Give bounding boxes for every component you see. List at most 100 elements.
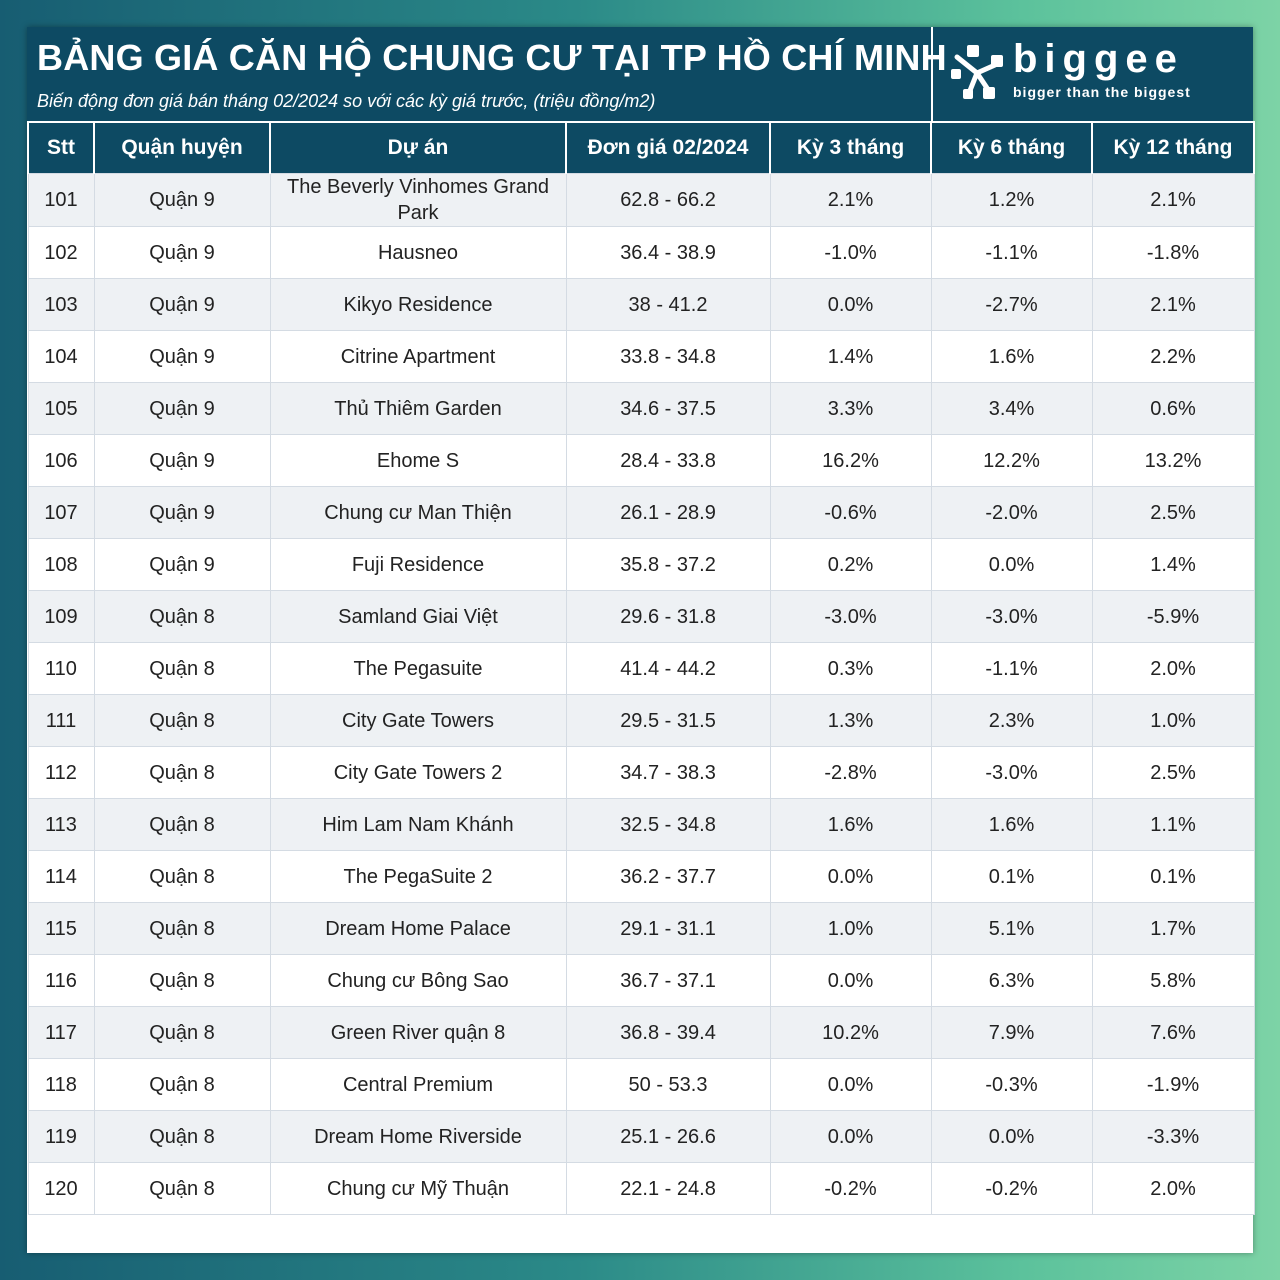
- price-table-card: BẢNG GIÁ CĂN HỘ CHUNG CƯ TẠI TP HỒ CHÍ M…: [27, 27, 1255, 1253]
- table-row: 101 Quận 9 The Beverly Vinhomes Grand Park…: [27, 173, 1255, 227]
- cell-project: Dream Home Riverside: [269, 1110, 567, 1163]
- cell-change-3-month: 0.0%: [769, 278, 932, 331]
- cell-project: Chung cư Man Thiện: [269, 486, 567, 539]
- cell-change-12-month: 2.5%: [1091, 746, 1255, 799]
- cell-change-3-month: 0.2%: [769, 538, 932, 591]
- cell-stt: 114: [27, 850, 95, 903]
- cell-stt: 104: [27, 330, 95, 383]
- column-header-stt: Stt: [27, 121, 95, 174]
- cell-price: 36.7 - 37.1: [565, 954, 771, 1007]
- cell-price: 34.6 - 37.5: [565, 382, 771, 435]
- cell-price: 35.8 - 37.2: [565, 538, 771, 591]
- header-banner: BẢNG GIÁ CĂN HỘ CHUNG CƯ TẠI TP HỒ CHÍ M…: [27, 27, 1253, 121]
- cell-change-3-month: -0.6%: [769, 486, 932, 539]
- page-title: BẢNG GIÁ CĂN HỘ CHUNG CƯ TẠI TP HỒ CHÍ M…: [37, 37, 947, 78]
- cell-change-12-month: 2.1%: [1091, 173, 1255, 227]
- cell-change-6-month: 0.0%: [930, 538, 1093, 591]
- cell-project: Samland Giai Việt: [269, 590, 567, 643]
- cell-project: Him Lam Nam Khánh: [269, 798, 567, 851]
- cell-change-12-month: 5.8%: [1091, 954, 1255, 1007]
- cell-project: Dream Home Palace: [269, 902, 567, 955]
- cell-district: Quận 8: [93, 1006, 271, 1059]
- cell-change-3-month: 0.0%: [769, 1058, 932, 1111]
- cell-change-3-month: 10.2%: [769, 1006, 932, 1059]
- cell-project: The Pegasuite: [269, 642, 567, 695]
- table-row: 106 Quận 9 Ehome S 28.4 - 33.8 16.2% 12.2% 13.…: [27, 434, 1255, 487]
- cell-change-6-month: -0.2%: [930, 1162, 1093, 1215]
- cell-stt: 103: [27, 278, 95, 331]
- cell-change-6-month: 6.3%: [930, 954, 1093, 1007]
- cell-district: Quận 8: [93, 694, 271, 747]
- price-table: Stt Quận huyện Dự án Đơn giá 02/2024 Kỳ …: [27, 121, 1255, 1215]
- cell-stt: 106: [27, 434, 95, 487]
- cell-change-12-month: 1.7%: [1091, 902, 1255, 955]
- cell-price: 29.5 - 31.5: [565, 694, 771, 747]
- cell-change-12-month: 2.2%: [1091, 330, 1255, 383]
- cell-change-3-month: 0.0%: [769, 954, 932, 1007]
- cell-change-12-month: 1.0%: [1091, 694, 1255, 747]
- cell-project: Fuji Residence: [269, 538, 567, 591]
- cell-change-3-month: 1.6%: [769, 798, 932, 851]
- cell-change-12-month: 2.5%: [1091, 486, 1255, 539]
- cell-district: Quận 9: [93, 278, 271, 331]
- column-header-project: Dự án: [269, 121, 567, 174]
- logo-name: biggee: [1013, 37, 1184, 81]
- cell-change-3-month: 1.4%: [769, 330, 932, 383]
- table-row: 113 Quận 8 Him Lam Nam Khánh 32.5 - 34.8 1.6…: [27, 798, 1255, 851]
- cell-stt: 101: [27, 173, 95, 227]
- cell-price: 32.5 - 34.8: [565, 798, 771, 851]
- table-row: 120 Quận 8 Chung cư Mỹ Thuận 22.1 - 24.8 -0.…: [27, 1162, 1255, 1215]
- cell-change-3-month: -3.0%: [769, 590, 932, 643]
- page-subtitle: Biến động đơn giá bán tháng 02/2024 so v…: [37, 91, 656, 111]
- cell-district: Quận 9: [93, 434, 271, 487]
- cell-project: The PegaSuite 2: [269, 850, 567, 903]
- cell-price: 29.6 - 31.8: [565, 590, 771, 643]
- cell-district: Quận 8: [93, 798, 271, 851]
- cell-price: 25.1 - 26.6: [565, 1110, 771, 1163]
- cell-project: Green River quận 8: [269, 1006, 567, 1059]
- table-row: 116 Quận 8 Chung cư Bông Sao 36.7 - 37.1 0.0…: [27, 954, 1255, 1007]
- cell-change-12-month: 2.0%: [1091, 1162, 1255, 1215]
- cell-change-3-month: 1.0%: [769, 902, 932, 955]
- cell-change-6-month: -2.7%: [930, 278, 1093, 331]
- cell-change-12-month: 0.6%: [1091, 382, 1255, 435]
- cell-district: Quận 8: [93, 1110, 271, 1163]
- cell-project: Ehome S: [269, 434, 567, 487]
- cell-district: Quận 9: [93, 226, 271, 279]
- table-row: 108 Quận 9 Fuji Residence 35.8 - 37.2 0.2% 0.…: [27, 538, 1255, 591]
- cell-project: City Gate Towers: [269, 694, 567, 747]
- cell-district: Quận 8: [93, 954, 271, 1007]
- table-row: 110 Quận 8 The Pegasuite 41.4 - 44.2 0.3% -1.…: [27, 642, 1255, 695]
- cell-district: Quận 9: [93, 330, 271, 383]
- cell-stt: 109: [27, 590, 95, 643]
- cell-change-3-month: 0.3%: [769, 642, 932, 695]
- column-header-district: Quận huyện: [93, 121, 271, 174]
- cell-price: 29.1 - 31.1: [565, 902, 771, 955]
- table-row: 111 Quận 8 City Gate Towers 29.5 - 31.5 1.3%…: [27, 694, 1255, 747]
- cell-change-12-month: -1.9%: [1091, 1058, 1255, 1111]
- cell-district: Quận 8: [93, 1058, 271, 1111]
- table-row: 118 Quận 8 Central Premium 50 - 53.3 0.0% -0.…: [27, 1058, 1255, 1111]
- cell-project: Chung cư Bông Sao: [269, 954, 567, 1007]
- cell-price: 34.7 - 38.3: [565, 746, 771, 799]
- brand-logo: biggee bigger than the biggest: [931, 27, 1255, 121]
- cell-price: 28.4 - 33.8: [565, 434, 771, 487]
- cell-change-3-month: 1.3%: [769, 694, 932, 747]
- cell-stt: 110: [27, 642, 95, 695]
- table-row: 114 Quận 8 The PegaSuite 2 36.2 - 37.7 0.0% 0…: [27, 850, 1255, 903]
- cell-project: The Beverly Vinhomes Grand Park: [269, 173, 567, 227]
- cell-price: 26.1 - 28.9: [565, 486, 771, 539]
- table-row: 117 Quận 8 Green River quận 8 36.8 - 39.4 10…: [27, 1006, 1255, 1059]
- column-header-6-month: Kỳ 6 tháng: [930, 121, 1093, 174]
- table-row: 115 Quận 8 Dream Home Palace 29.1 - 31.1 1.0…: [27, 902, 1255, 955]
- cell-stt: 116: [27, 954, 95, 1007]
- column-header-price: Đơn giá 02/2024: [565, 121, 771, 174]
- table-row: 109 Quận 8 Samland Giai Việt 29.6 - 31.8 -3.…: [27, 590, 1255, 643]
- cell-price: 36.4 - 38.9: [565, 226, 771, 279]
- cell-price: 50 - 53.3: [565, 1058, 771, 1111]
- cell-change-12-month: -3.3%: [1091, 1110, 1255, 1163]
- cell-stt: 120: [27, 1162, 95, 1215]
- cell-change-6-month: 7.9%: [930, 1006, 1093, 1059]
- cell-change-12-month: 7.6%: [1091, 1006, 1255, 1059]
- table-row: 119 Quận 8 Dream Home Riverside 25.1 - 26.6…: [27, 1110, 1255, 1163]
